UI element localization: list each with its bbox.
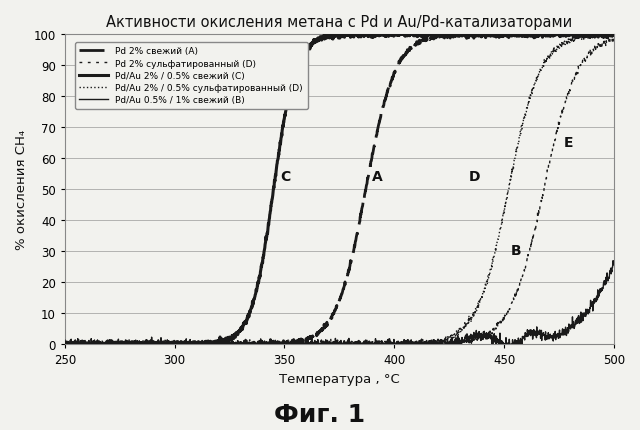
X-axis label: Температура , °C: Температура , °C	[279, 372, 400, 385]
Text: Фиг. 1: Фиг. 1	[275, 402, 365, 426]
Text: E: E	[563, 135, 573, 150]
Text: B: B	[511, 244, 522, 258]
Text: A: A	[372, 169, 383, 184]
Title: Активности окисления метана с Pd и Au/Pd-катализаторами: Активности окисления метана с Pd и Au/Pd…	[106, 15, 573, 30]
Y-axis label: % окисления CH₄: % окисления CH₄	[15, 130, 28, 250]
Legend: Pd 2% свежий (A), Pd 2% сульфатированный (D), Pd/Au 2% / 0.5% свежий (C), Pd/Au : Pd 2% свежий (A), Pd 2% сульфатированный…	[75, 43, 308, 109]
Text: D: D	[469, 169, 481, 184]
Text: C: C	[280, 169, 291, 184]
